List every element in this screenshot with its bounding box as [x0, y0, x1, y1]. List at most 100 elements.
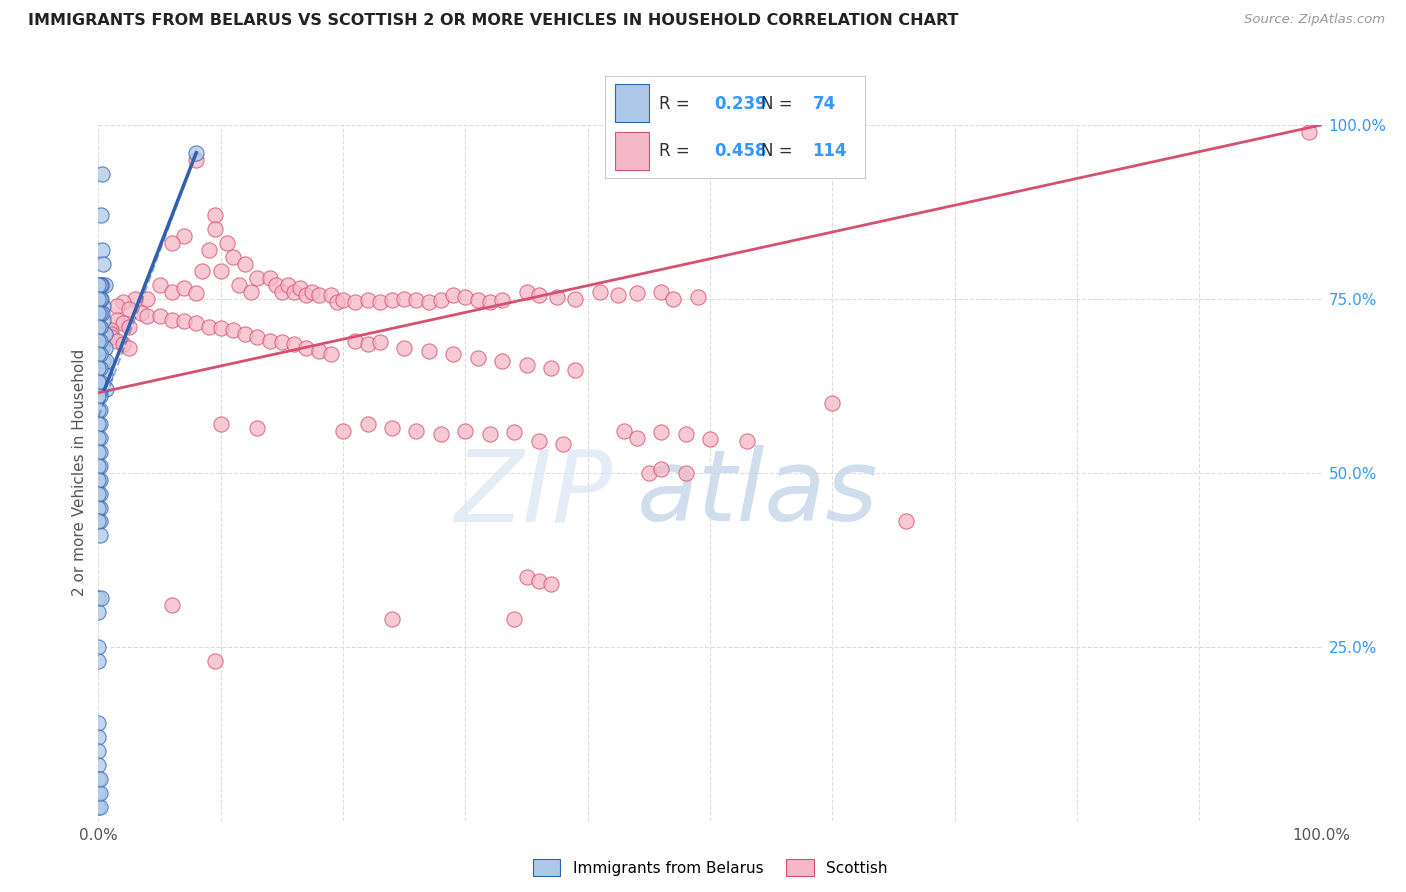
Point: [295, 341, 318, 355]
Point: [607, 288, 630, 302]
Point: [87, 605, 110, 619]
Point: [503, 425, 526, 440]
Point: [356, 337, 378, 351]
Point: [129, 306, 152, 320]
Point: [270, 334, 294, 349]
Point: [527, 288, 550, 302]
Point: [87, 758, 110, 772]
Point: [233, 257, 256, 271]
Point: [89, 445, 111, 459]
Point: [87, 640, 110, 654]
Point: [270, 285, 294, 299]
Point: [87, 306, 110, 320]
Point: [118, 341, 141, 355]
Point: [87, 376, 110, 390]
Point: [89, 361, 111, 376]
Point: [105, 299, 128, 313]
Point: [209, 264, 232, 278]
Point: [87, 319, 110, 334]
Point: [222, 250, 245, 264]
Point: [118, 302, 141, 317]
Point: [368, 295, 391, 310]
Point: [100, 326, 122, 341]
Point: [650, 425, 672, 440]
Point: [381, 420, 404, 434]
Point: [124, 292, 146, 306]
Point: [246, 420, 269, 434]
Text: Source: ZipAtlas.com: Source: ZipAtlas.com: [1244, 13, 1385, 27]
Text: IMMIGRANTS FROM BELARUS VS SCOTTISH 2 OR MORE VEHICLES IN HOUSEHOLD CORRELATION : IMMIGRANTS FROM BELARUS VS SCOTTISH 2 OR…: [28, 13, 959, 29]
Point: [149, 310, 172, 324]
Point: [160, 312, 183, 326]
Point: [589, 285, 612, 299]
Text: 0.458: 0.458: [714, 142, 766, 160]
Point: [467, 351, 489, 365]
Point: [91, 257, 114, 271]
Point: [89, 347, 111, 361]
Point: [344, 295, 367, 310]
Point: [246, 271, 269, 285]
Point: [89, 458, 111, 473]
Point: [246, 330, 269, 344]
Point: [93, 326, 115, 341]
Point: [478, 295, 501, 310]
Point: [87, 654, 110, 668]
Point: [308, 343, 330, 358]
Point: [87, 730, 110, 744]
Point: [87, 334, 110, 348]
Point: [368, 334, 391, 349]
Point: [197, 243, 219, 257]
Point: [89, 417, 111, 431]
Point: [90, 277, 112, 292]
Point: [564, 363, 586, 377]
Point: [89, 277, 111, 292]
Point: [160, 598, 183, 612]
Point: [540, 577, 562, 591]
Point: [186, 153, 208, 167]
Point: [381, 612, 404, 626]
Point: [111, 337, 134, 351]
Text: R =: R =: [659, 142, 695, 160]
Point: [418, 343, 440, 358]
Point: [90, 591, 112, 605]
Point: [87, 591, 110, 605]
Point: [405, 424, 427, 438]
Point: [100, 323, 122, 337]
Point: [89, 799, 111, 814]
Point: [527, 434, 550, 449]
Point: [491, 354, 513, 368]
Point: [650, 285, 672, 299]
Point: [283, 337, 305, 351]
Point: [686, 290, 709, 304]
Point: [136, 292, 159, 306]
Point: [160, 236, 183, 251]
Point: [699, 433, 721, 447]
Point: [87, 431, 110, 445]
Point: [105, 334, 128, 348]
Point: [89, 292, 111, 306]
Point: [90, 292, 112, 306]
Point: [215, 236, 238, 251]
Point: [319, 288, 342, 302]
Point: [87, 515, 110, 529]
Point: [209, 417, 232, 431]
Point: [118, 319, 141, 334]
Point: [91, 341, 114, 355]
Point: [662, 292, 685, 306]
Point: [105, 312, 128, 326]
Point: [326, 295, 349, 310]
Point: [87, 361, 110, 376]
Point: [675, 466, 697, 480]
FancyBboxPatch shape: [614, 84, 648, 122]
Text: atlas: atlas: [637, 445, 879, 542]
Point: [173, 229, 195, 244]
Point: [430, 293, 453, 308]
Point: [515, 285, 537, 299]
Point: [186, 286, 208, 301]
Point: [626, 286, 648, 301]
Point: [136, 310, 159, 324]
Point: [89, 389, 111, 403]
Point: [259, 271, 281, 285]
Point: [204, 208, 226, 222]
Point: [186, 316, 208, 330]
